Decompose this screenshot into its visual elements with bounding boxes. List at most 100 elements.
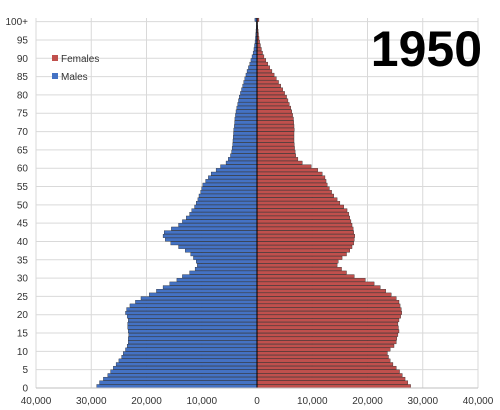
y-tick-label: 25 (17, 292, 29, 303)
bar-males (115, 362, 258, 367)
bar-males (228, 157, 258, 161)
bar-females (256, 50, 263, 55)
bar-males (208, 175, 258, 180)
y-tick-label: 10 (17, 347, 29, 358)
bar-females (256, 72, 275, 77)
y-tick-label: 0 (22, 384, 28, 395)
bar-females (256, 201, 341, 205)
bar-males (225, 160, 258, 165)
bar-females (256, 160, 303, 165)
bar-females (256, 102, 290, 106)
bar-females (256, 94, 287, 99)
bar-males (118, 358, 258, 363)
bar-females (256, 300, 400, 304)
bar-males (190, 252, 258, 257)
bar-males (237, 102, 258, 106)
bar-females (256, 105, 291, 110)
bar-males (128, 318, 258, 323)
x-tick-label: 40,000 (21, 396, 52, 407)
legend-swatch-females (52, 55, 58, 61)
bar-females (256, 135, 295, 139)
bar-females (256, 142, 295, 147)
bar-males (215, 168, 258, 172)
legend-label-males: Males (61, 72, 88, 83)
bar-males (191, 208, 258, 213)
bar-males (99, 380, 258, 385)
bar-males (232, 142, 258, 147)
bar-females (256, 365, 397, 370)
bar-males (243, 80, 258, 84)
bar-females (256, 234, 355, 238)
bar-males (186, 215, 258, 220)
bar-females (256, 153, 296, 158)
bar-males (249, 61, 258, 66)
bar-females (256, 208, 348, 213)
bar-males (96, 384, 258, 389)
y-tick-label: 60 (17, 164, 29, 175)
bar-males (251, 54, 258, 59)
bar-males (248, 65, 258, 70)
y-tick-label: 65 (17, 145, 29, 156)
bar-females (256, 65, 270, 70)
bar-males (182, 219, 258, 224)
x-tick-labels: 40,000 30,000 20,000 10,000 0 10,000 20,000 30,… (21, 396, 494, 407)
bar-females (256, 223, 353, 227)
bar-males (165, 237, 258, 242)
legend: Females Males (52, 54, 99, 83)
bar-males (239, 94, 258, 99)
bar-males (234, 116, 258, 121)
bar-males (162, 285, 258, 290)
bar-females (256, 58, 267, 62)
x-tick-label: 10,000 (186, 396, 217, 407)
bar-females (256, 351, 388, 356)
bar-females (256, 245, 353, 249)
bar-females (256, 362, 394, 367)
chart-title-year: 1950 (371, 21, 482, 77)
bar-females (256, 333, 399, 337)
y-tick-label: 95 (17, 35, 29, 46)
bar-males (240, 91, 258, 95)
bar-males (126, 314, 258, 319)
bar-females (256, 329, 400, 334)
bar-males (196, 201, 258, 205)
bar-males (127, 322, 258, 326)
bar-males (242, 83, 258, 88)
bar-females (256, 336, 397, 341)
bar-females (256, 292, 392, 297)
bar-males (231, 146, 258, 150)
bar-females (256, 120, 294, 125)
bar-males (244, 76, 258, 81)
bar-females (256, 168, 318, 172)
bar-females (256, 116, 294, 121)
bar-females (256, 263, 338, 268)
bar-males (128, 336, 258, 341)
bar-males (201, 186, 258, 191)
bar-females (256, 237, 355, 242)
bar-females (256, 311, 402, 315)
y-tick-label: 20 (17, 310, 29, 321)
bar-males (202, 182, 258, 187)
bar-males (241, 87, 258, 92)
bar-females (256, 376, 406, 381)
bar-females (256, 76, 277, 81)
bar-females (256, 358, 391, 363)
bar-males (189, 270, 258, 275)
bar-males (164, 230, 258, 235)
bar-females (256, 248, 350, 253)
bar-males (233, 127, 258, 132)
bar-males (196, 259, 258, 264)
bar-females (256, 157, 299, 161)
legend-swatch-males (52, 73, 58, 79)
y-tick-label: 30 (17, 274, 29, 285)
bar-males (125, 347, 258, 352)
x-tick-label: 30,000 (76, 396, 107, 407)
bar-females (256, 307, 402, 312)
bar-males (194, 267, 258, 271)
y-tick-label: 5 (22, 365, 28, 376)
bar-females (256, 325, 399, 330)
bar-males (156, 289, 258, 293)
bar-males (176, 278, 258, 282)
bar-females (256, 373, 403, 378)
legend-label-females: Females (61, 54, 99, 65)
bar-males (169, 281, 258, 286)
